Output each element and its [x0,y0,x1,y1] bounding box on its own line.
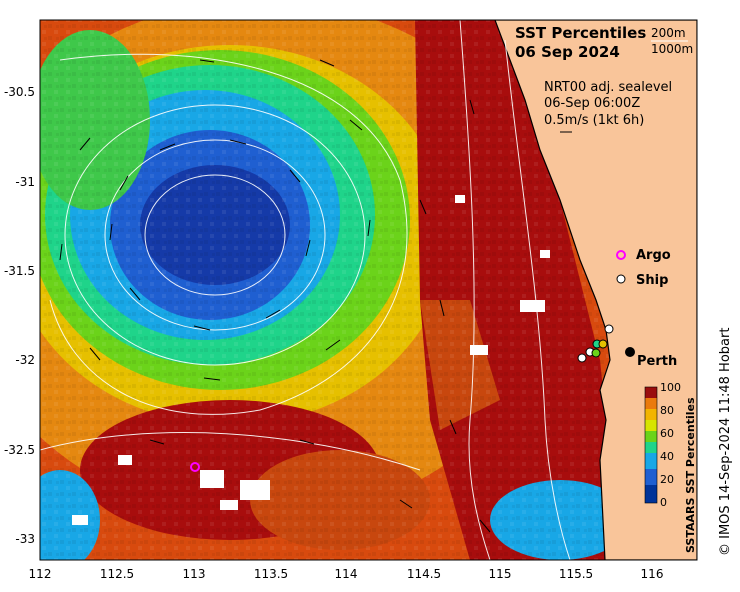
x-tick-label: 116 [641,567,664,581]
argo-legend-label: Argo [636,248,671,263]
x-tick-label: 113.5 [254,567,288,581]
perth-city-marker [625,347,635,357]
colorbar-title: SSTAARS SST Percentiles [684,397,697,553]
colorbar-tick: 100 [660,381,681,394]
y-axis: -30.5 -31 -31.5 -32 -32.5 -33 [4,85,35,546]
y-tick-label: -32 [15,353,35,367]
plot-border [39,19,698,561]
x-tick-label: 113 [183,567,206,581]
y-tick-label: -32.5 [4,443,35,457]
x-tick-label: 115.5 [559,567,593,581]
colorbar-tick: 40 [660,450,674,463]
colorbar-tick: 20 [660,473,674,486]
y-tick-label: -33 [15,532,35,546]
arrow-scale-label: 0.5m/s (1kt 6h) [544,113,644,128]
colorbar-tick: 80 [660,404,674,417]
ship-track-markers [577,324,614,363]
x-tick-label: 112.5 [100,567,134,581]
map-title: SST Percentiles [515,24,646,42]
perth-label: Perth [637,354,677,369]
colorbar-tick: 0 [660,496,667,509]
credit-text: © IMOS 14-Sep-2024 11:48 Hobart [718,328,733,556]
y-tick-label: -31.5 [4,264,35,278]
cloud-gaps [72,195,550,525]
x-tick-label: 114 [335,567,358,581]
x-tick-label: 112 [29,567,52,581]
y-tick-label: -30.5 [4,85,35,99]
argo-float-marker [190,462,200,472]
sealevel-source: NRT00 adj. sealevel [544,80,672,95]
ship-legend-label: Ship [636,273,668,288]
map-date: 06 Sep 2024 [515,43,620,61]
colorbar-tick: 60 [660,427,674,440]
depth-contours [40,20,571,560]
depth-label-1000m: 1000m [651,42,693,56]
current-arrows [59,59,572,533]
colorbar: 100 80 60 40 20 0 SSTAARS SST Percentile… [644,381,697,553]
x-axis: 112 112.5 113 113.5 114 114.5 115 115.5 … [29,567,664,581]
y-tick-label: -31 [15,175,35,189]
x-tick-label: 115 [489,567,512,581]
argo-legend-icon [616,250,626,260]
sst-field [40,20,697,560]
ship-legend-icon [616,274,626,284]
x-tick-label: 114.5 [407,567,441,581]
sealevel-time: 06-Sep 06:00Z [544,96,640,111]
depth-label-200m: 200m [651,26,686,40]
